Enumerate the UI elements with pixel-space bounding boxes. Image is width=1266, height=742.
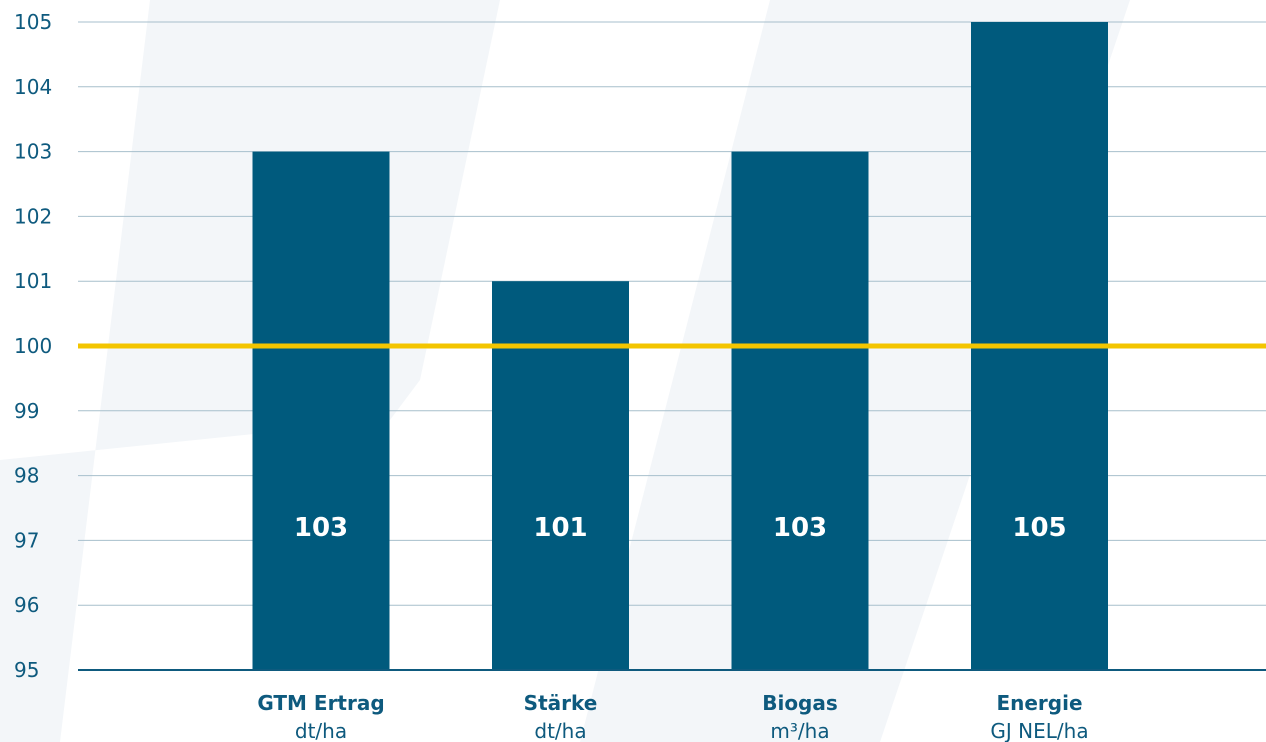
x-category-unit: GJ NEL/ha: [990, 719, 1088, 742]
y-tick-label: 105: [14, 10, 52, 34]
y-tick-label: 101: [14, 269, 52, 293]
x-category-label: Biogas: [762, 691, 838, 715]
bar-value-label: 101: [533, 513, 587, 543]
bar-value-label: 103: [773, 513, 827, 543]
y-tick-label: 98: [14, 464, 39, 488]
bar: [492, 281, 629, 670]
y-tick-label: 99: [14, 399, 39, 423]
x-category-unit: dt/ha: [534, 719, 586, 742]
bar: [731, 151, 869, 671]
x-category-label: GTM Ertrag: [257, 691, 384, 715]
y-tick-label: 95: [14, 658, 39, 682]
y-tick-label: 102: [14, 204, 52, 228]
bar-value-label: 103: [294, 513, 348, 543]
bar-value-label: 105: [1012, 513, 1066, 543]
x-category-label: Energie: [996, 691, 1082, 715]
labels: 95 96 97 98 99 100 101 102 103 104 105 103 GTM Ertra…: [14, 10, 1089, 742]
y-tick-label: 103: [14, 140, 52, 164]
bar: [252, 151, 390, 671]
watermark-stripe-left: [0, 0, 500, 742]
y-tick-label: 104: [14, 75, 52, 99]
y-tick-label: 100: [14, 334, 52, 358]
x-category-unit: dt/ha: [295, 719, 347, 742]
y-tick-label: 97: [14, 528, 39, 552]
x-category-unit: m³/ha: [770, 719, 829, 742]
x-category-label: Stärke: [524, 691, 598, 715]
y-tick-label: 96: [14, 593, 39, 617]
